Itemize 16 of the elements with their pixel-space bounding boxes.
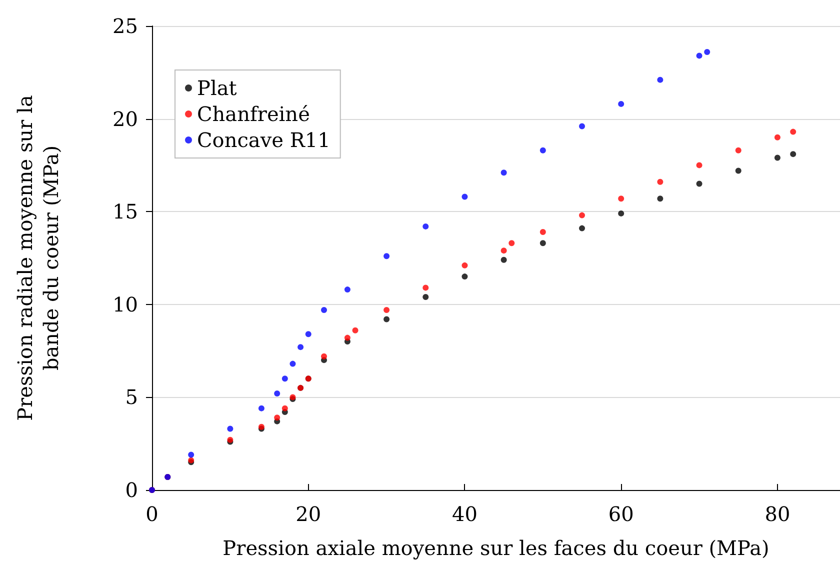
y-tick-label: 15: [112, 200, 138, 224]
x-axis-title: Pression axiale moyenne sur les faces du coeur (MPa): [222, 536, 770, 560]
x-tick-label: 20: [296, 502, 322, 526]
y-tick-label: 0: [125, 478, 138, 502]
legend-label: Plat: [197, 76, 237, 100]
x-tick-label: 60: [608, 502, 634, 526]
legend-label: Concave R11: [197, 128, 330, 152]
x-tick-label: 80: [764, 502, 790, 526]
legend-label: Chanfreiné: [197, 102, 310, 126]
y-tick-label: 5: [125, 385, 138, 410]
x-tick-label: 40: [452, 502, 478, 526]
y-tick-label: 20: [112, 106, 138, 131]
x-tick-label: 0: [146, 502, 158, 526]
y-tick-label: 25: [112, 14, 138, 38]
y-tick-label: 10: [112, 292, 138, 316]
y-axis-title: Pression radiale moyenne sur la bande du coeur (MPa): [13, 95, 63, 421]
